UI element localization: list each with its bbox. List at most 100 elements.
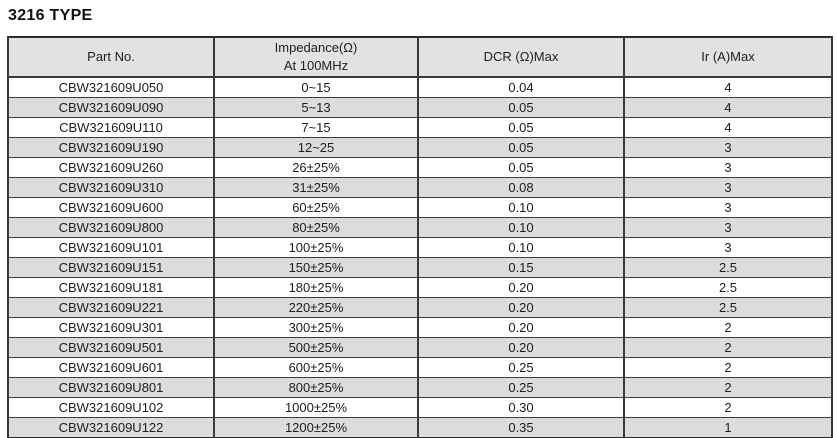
cell-dcr: 0.20 xyxy=(417,277,625,298)
cell-dcr: 0.05 xyxy=(417,117,625,138)
cell-ir: 2 xyxy=(623,337,833,358)
page-title: 3216 TYPE xyxy=(8,7,93,24)
cell-ir: 3 xyxy=(623,177,833,198)
cell-impedance: 500±25% xyxy=(213,337,419,358)
cell-impedance: 60±25% xyxy=(213,197,419,218)
cell-ir: 3 xyxy=(623,217,833,238)
table-row: CBW321609U310 31±25% 0.08 3 xyxy=(7,177,833,198)
cell-impedance: 0~15 xyxy=(213,76,419,98)
cell-dcr: 0.20 xyxy=(417,317,625,338)
cell-impedance: 300±25% xyxy=(213,317,419,338)
table-row: CBW321609U101 100±25% 0.10 3 xyxy=(7,237,833,258)
cell-dcr: 0.10 xyxy=(417,217,625,238)
cell-part-no: CBW321609U181 xyxy=(7,277,215,298)
cell-part-no: CBW321609U260 xyxy=(7,157,215,178)
table-row: CBW321609U260 26±25% 0.05 3 xyxy=(7,157,833,178)
cell-part-no: CBW321609U601 xyxy=(7,357,215,378)
cell-dcr: 0.04 xyxy=(417,76,625,98)
cell-impedance: 180±25% xyxy=(213,277,419,298)
cell-dcr: 0.05 xyxy=(417,97,625,118)
cell-impedance: 600±25% xyxy=(213,357,419,378)
table-row: CBW321609U110 7~15 0.05 4 xyxy=(7,117,833,138)
cell-dcr: 0.35 xyxy=(417,417,625,438)
cell-dcr: 0.08 xyxy=(417,177,625,198)
cell-part-no: CBW321609U801 xyxy=(7,377,215,398)
cell-impedance: 5~13 xyxy=(213,97,419,118)
table-row: CBW321609U800 80±25% 0.10 3 xyxy=(7,217,833,238)
table-header: Part No. Impedance(Ω) At 100MHz DCR (Ω)M… xyxy=(7,36,833,78)
cell-ir: 2 xyxy=(623,377,833,398)
cell-impedance: 1200±25% xyxy=(213,417,419,438)
header-row: Part No. Impedance(Ω) At 100MHz DCR (Ω)M… xyxy=(7,36,833,78)
cell-dcr: 0.10 xyxy=(417,197,625,218)
cell-ir: 3 xyxy=(623,157,833,178)
table-row: CBW321609U600 60±25% 0.10 3 xyxy=(7,197,833,218)
cell-impedance: 220±25% xyxy=(213,297,419,318)
table-row: CBW321609U501 500±25% 0.20 2 xyxy=(7,337,833,358)
cell-impedance: 1000±25% xyxy=(213,397,419,418)
table-row: CBW321609U301 300±25% 0.20 2 xyxy=(7,317,833,338)
cell-part-no: CBW321609U800 xyxy=(7,217,215,238)
table-row: CBW321609U801 800±25% 0.25 2 xyxy=(7,377,833,398)
spec-table: Part No. Impedance(Ω) At 100MHz DCR (Ω)M… xyxy=(7,36,833,438)
header-part-no: Part No. xyxy=(7,36,215,78)
header-part-no-label: Part No. xyxy=(87,49,135,64)
header-impedance-line1: Impedance(Ω) xyxy=(274,40,358,55)
cell-part-no: CBW321609U190 xyxy=(7,137,215,158)
table-row: CBW321609U601 600±25% 0.25 2 xyxy=(7,357,833,378)
header-impedance-line2: At 100MHz xyxy=(283,58,349,73)
table-row: CBW321609U102 1000±25% 0.30 2 xyxy=(7,397,833,418)
table-body: CBW321609U050 0~15 0.04 4 CBW321609U090 … xyxy=(7,76,833,438)
cell-ir: 2.5 xyxy=(623,277,833,298)
table-row: CBW321609U151 150±25% 0.15 2.5 xyxy=(7,257,833,278)
cell-ir: 3 xyxy=(623,137,833,158)
cell-part-no: CBW321609U301 xyxy=(7,317,215,338)
cell-part-no: CBW321609U151 xyxy=(7,257,215,278)
cell-part-no: CBW321609U600 xyxy=(7,197,215,218)
cell-impedance: 80±25% xyxy=(213,217,419,238)
cell-ir: 3 xyxy=(623,237,833,258)
cell-dcr: 0.05 xyxy=(417,157,625,178)
cell-impedance: 31±25% xyxy=(213,177,419,198)
cell-part-no: CBW321609U221 xyxy=(7,297,215,318)
cell-part-no: CBW321609U501 xyxy=(7,337,215,358)
table-row: CBW321609U090 5~13 0.05 4 xyxy=(7,97,833,118)
cell-part-no: CBW321609U101 xyxy=(7,237,215,258)
cell-dcr: 0.20 xyxy=(417,297,625,318)
cell-part-no: CBW321609U122 xyxy=(7,417,215,438)
cell-part-no: CBW321609U310 xyxy=(7,177,215,198)
cell-ir: 2 xyxy=(623,357,833,378)
cell-ir: 4 xyxy=(623,97,833,118)
cell-ir: 2.5 xyxy=(623,257,833,278)
cell-dcr: 0.25 xyxy=(417,357,625,378)
cell-impedance: 26±25% xyxy=(213,157,419,178)
cell-dcr: 0.25 xyxy=(417,377,625,398)
cell-dcr: 0.15 xyxy=(417,257,625,278)
table-row: CBW321609U190 12~25 0.05 3 xyxy=(7,137,833,158)
cell-ir: 4 xyxy=(623,76,833,98)
table-row: CBW321609U181 180±25% 0.20 2.5 xyxy=(7,277,833,298)
cell-dcr: 0.10 xyxy=(417,237,625,258)
cell-dcr: 0.20 xyxy=(417,337,625,358)
cell-ir: 2 xyxy=(623,397,833,418)
cell-ir: 3 xyxy=(623,197,833,218)
cell-impedance: 12~25 xyxy=(213,137,419,158)
cell-dcr: 0.05 xyxy=(417,137,625,158)
cell-dcr: 0.30 xyxy=(417,397,625,418)
cell-part-no: CBW321609U110 xyxy=(7,117,215,138)
cell-impedance: 800±25% xyxy=(213,377,419,398)
cell-part-no: CBW321609U090 xyxy=(7,97,215,118)
header-dcr-label: DCR (Ω)Max xyxy=(483,49,559,64)
cell-impedance: 7~15 xyxy=(213,117,419,138)
header-dcr: DCR (Ω)Max xyxy=(417,36,625,78)
table-row: CBW321609U221 220±25% 0.20 2.5 xyxy=(7,297,833,318)
header-impedance: Impedance(Ω) At 100MHz xyxy=(213,36,419,78)
cell-ir: 2 xyxy=(623,317,833,338)
header-ir: Ir (A)Max xyxy=(623,36,833,78)
cell-impedance: 150±25% xyxy=(213,257,419,278)
cell-impedance: 100±25% xyxy=(213,237,419,258)
table-row: CBW321609U050 0~15 0.04 4 xyxy=(7,76,833,98)
header-ir-label: Ir (A)Max xyxy=(701,49,755,64)
cell-ir: 1 xyxy=(623,417,833,438)
